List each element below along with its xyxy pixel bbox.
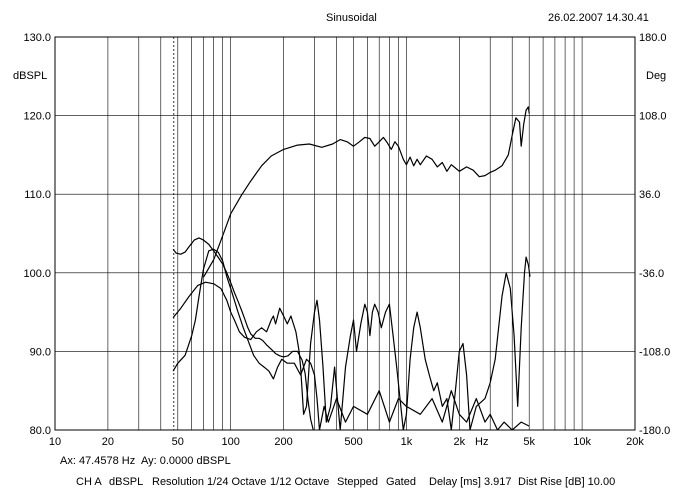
series-line-1	[172, 256, 531, 430]
timestamp: 26.02.2007 14.30.41	[548, 12, 649, 24]
y-tick-label: 110.0	[24, 189, 51, 201]
x-tick-label: 20	[102, 436, 114, 448]
y-tick-label: 80.0	[30, 425, 51, 437]
chart-title: Sinusoidal	[326, 12, 377, 24]
x-tick-label: 500	[344, 436, 362, 448]
footer-dist-rise: Dist Rise [dB] 10.00	[518, 476, 616, 488]
x-tick-label: 10	[49, 436, 61, 448]
y-tick-label: 90.0	[30, 346, 51, 358]
y2-tick-label: -180.0	[639, 425, 670, 437]
y2-tick-label: 108.0	[639, 111, 667, 123]
y-axis-label-right: Deg	[646, 70, 667, 82]
x-tick-label: 100	[222, 436, 240, 448]
x-tick-label: 20k	[626, 436, 644, 448]
cursor-ay-readout: Ay: 0.0000 dBSPL	[141, 455, 231, 467]
footer-delay: Delay [ms] 3.917	[429, 476, 512, 488]
x-tick-label: 200	[274, 436, 292, 448]
footer-gating: Gated	[386, 476, 416, 488]
footer-smoothing: 1/12 Octave	[270, 476, 330, 488]
series-line-3	[172, 237, 314, 430]
footer-resolution: Resolution 1/24 Octave	[152, 476, 267, 488]
x-tick-label: 1k	[401, 436, 413, 448]
x-tick-label: 10k	[573, 436, 591, 448]
y-tick-label: 100.0	[23, 268, 51, 280]
footer-mode: Stepped	[337, 476, 378, 488]
x-axis-label: Hz	[475, 436, 489, 448]
y-tick-label: 130.0	[23, 32, 51, 44]
x-tick-label: 5k	[523, 436, 535, 448]
y2-tick-label: 180.0	[639, 32, 667, 44]
footer-unit: dBSPL	[109, 476, 144, 488]
series-line-4	[202, 106, 530, 278]
y2-tick-label: 36.0	[639, 189, 660, 201]
cursor-ax-readout: Ax: 47.4578 Hz	[60, 455, 136, 467]
x-tick-label: 2k	[453, 436, 465, 448]
y2-tick-label: -36.0	[639, 268, 664, 280]
plot-area-border	[54, 36, 636, 431]
y2-tick-label: -108.0	[639, 346, 670, 358]
series-line-2	[172, 248, 530, 430]
x-tick-label: 50	[172, 436, 184, 448]
footer-channel: CH A	[76, 476, 102, 488]
grid	[55, 37, 635, 430]
y-tick-label: 120.0	[23, 111, 51, 123]
y-axis-label-left: dBSPL	[13, 70, 48, 82]
